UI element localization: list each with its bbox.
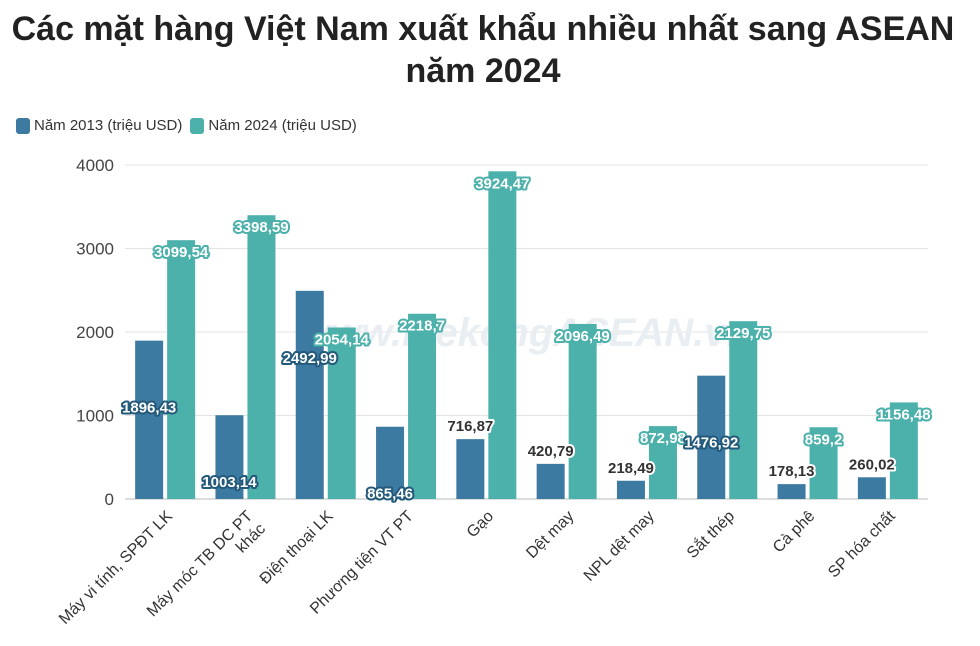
data-label-2013: 2492,99 <box>283 350 337 367</box>
bar-2024 <box>327 327 356 499</box>
data-label-2013: 716,87 <box>447 418 493 435</box>
data-label-2024: 872,98 <box>640 430 686 447</box>
bar-2024 <box>809 427 838 499</box>
bar-2013 <box>857 477 886 499</box>
data-label-2013: 1896,43 <box>122 400 176 417</box>
bar-2013 <box>215 415 244 499</box>
bar-2013 <box>376 426 405 499</box>
bar-2013 <box>616 480 645 499</box>
data-label-2024: 859,2 <box>805 431 843 448</box>
data-label-2024: 3924,47 <box>475 175 529 192</box>
legend-label-2013: Năm 2013 (triệu USD) <box>34 117 183 134</box>
data-label-2024: 2218,7 <box>399 318 445 335</box>
watermark-text: www.MekongASEAN.vn <box>299 311 751 355</box>
legend: Năm 2013 (triệu USD) Năm 2024 (triệu USD… <box>16 117 357 134</box>
bar-2024 <box>247 215 276 500</box>
data-label-2013: 1476,92 <box>684 435 738 452</box>
bar-2024 <box>648 426 677 499</box>
data-label-2013: 218,49 <box>608 460 654 477</box>
legend-swatch-2013 <box>16 117 30 134</box>
data-label-2013: 178,13 <box>769 463 815 480</box>
y-tick-label: 0 <box>105 490 114 509</box>
bar-2013 <box>456 439 485 499</box>
data-label-2024: 3099,54 <box>154 244 209 261</box>
data-label-2013: 865,46 <box>367 486 413 503</box>
data-label-2013: 420,79 <box>528 443 574 460</box>
bar-2024 <box>167 240 196 499</box>
bar-2024 <box>729 321 758 499</box>
y-tick-label: 1000 <box>76 407 114 426</box>
y-tick-label: 4000 <box>76 156 114 175</box>
x-tick-label: Cà phê <box>770 508 819 557</box>
data-label-2024: 2054,14 <box>315 331 370 348</box>
bar-2013 <box>295 290 324 499</box>
bar-2024 <box>568 323 597 499</box>
bar-2013 <box>536 463 565 499</box>
bar-2024 <box>488 171 517 499</box>
data-label-2013: 260,02 <box>849 456 895 473</box>
data-label-2024: 2129,75 <box>716 325 770 342</box>
bar-2013 <box>697 375 726 499</box>
bar-2024 <box>889 402 918 499</box>
legend-item-2024[interactable]: Năm 2024 (triệu USD) <box>190 117 357 134</box>
x-tick-label: Dệt may <box>523 508 577 562</box>
x-tick-label: NPL dệt may <box>581 508 658 585</box>
x-tick-label: Sắt thép <box>682 506 738 562</box>
data-label-2024: 2096,49 <box>556 328 610 345</box>
bar-2013 <box>135 340 164 499</box>
data-label-2024: 3398,59 <box>234 219 288 236</box>
x-tick-label: Điện thoại LK <box>257 508 337 588</box>
legend-swatch-2024 <box>190 117 205 134</box>
chart-title: Các mặt hàng Việt Nam xuất khẩu nhiều nh… <box>11 10 955 90</box>
legend-label-2024: Năm 2024 (triệu USD) <box>208 117 357 134</box>
data-label-2024: 1156,48 <box>877 406 930 423</box>
x-tick-label: SP hóa chất <box>825 507 899 581</box>
data-label-2013: 1003,14 <box>202 474 257 491</box>
bar-2013 <box>777 484 806 499</box>
bar-2024 <box>408 313 437 499</box>
x-tick-label: Gạo <box>464 508 497 541</box>
legend-item-2013[interactable]: Năm 2013 (triệu USD) <box>16 117 182 134</box>
y-tick-label: 2000 <box>76 323 114 342</box>
y-tick-label: 3000 <box>76 240 114 259</box>
